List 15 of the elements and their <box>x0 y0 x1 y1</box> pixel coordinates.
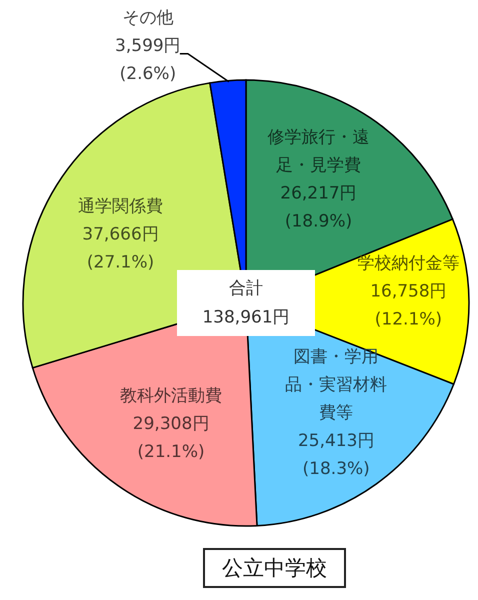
slice-label: 修学旅行・遠足・見学費 <box>267 128 370 176</box>
data-label: 26,217円 (18.9%) <box>280 184 357 232</box>
slice-label: 図書・学用品・実習材料費等 <box>285 347 388 424</box>
data-label: 29,308円 (21.1%) <box>132 414 210 462</box>
data-label: 37,666円 (27.1%) <box>82 224 159 273</box>
data-label: 3,599円 (2.6%) <box>115 36 181 84</box>
text: 公立中学校 <box>203 548 346 588</box>
text: 合計 <box>229 278 263 298</box>
slice-label: 教科外活動費 <box>120 386 222 406</box>
data-label: 25,413円 (18.3%) <box>298 431 374 480</box>
text: 138,961円 <box>202 308 290 328</box>
slice-label: 学校納付金等 <box>357 254 460 274</box>
data-label: 16,758円 (12.1%) <box>370 282 447 330</box>
slice-label: その他 <box>122 8 174 28</box>
slice-label: 通学関係費 <box>78 196 164 217</box>
